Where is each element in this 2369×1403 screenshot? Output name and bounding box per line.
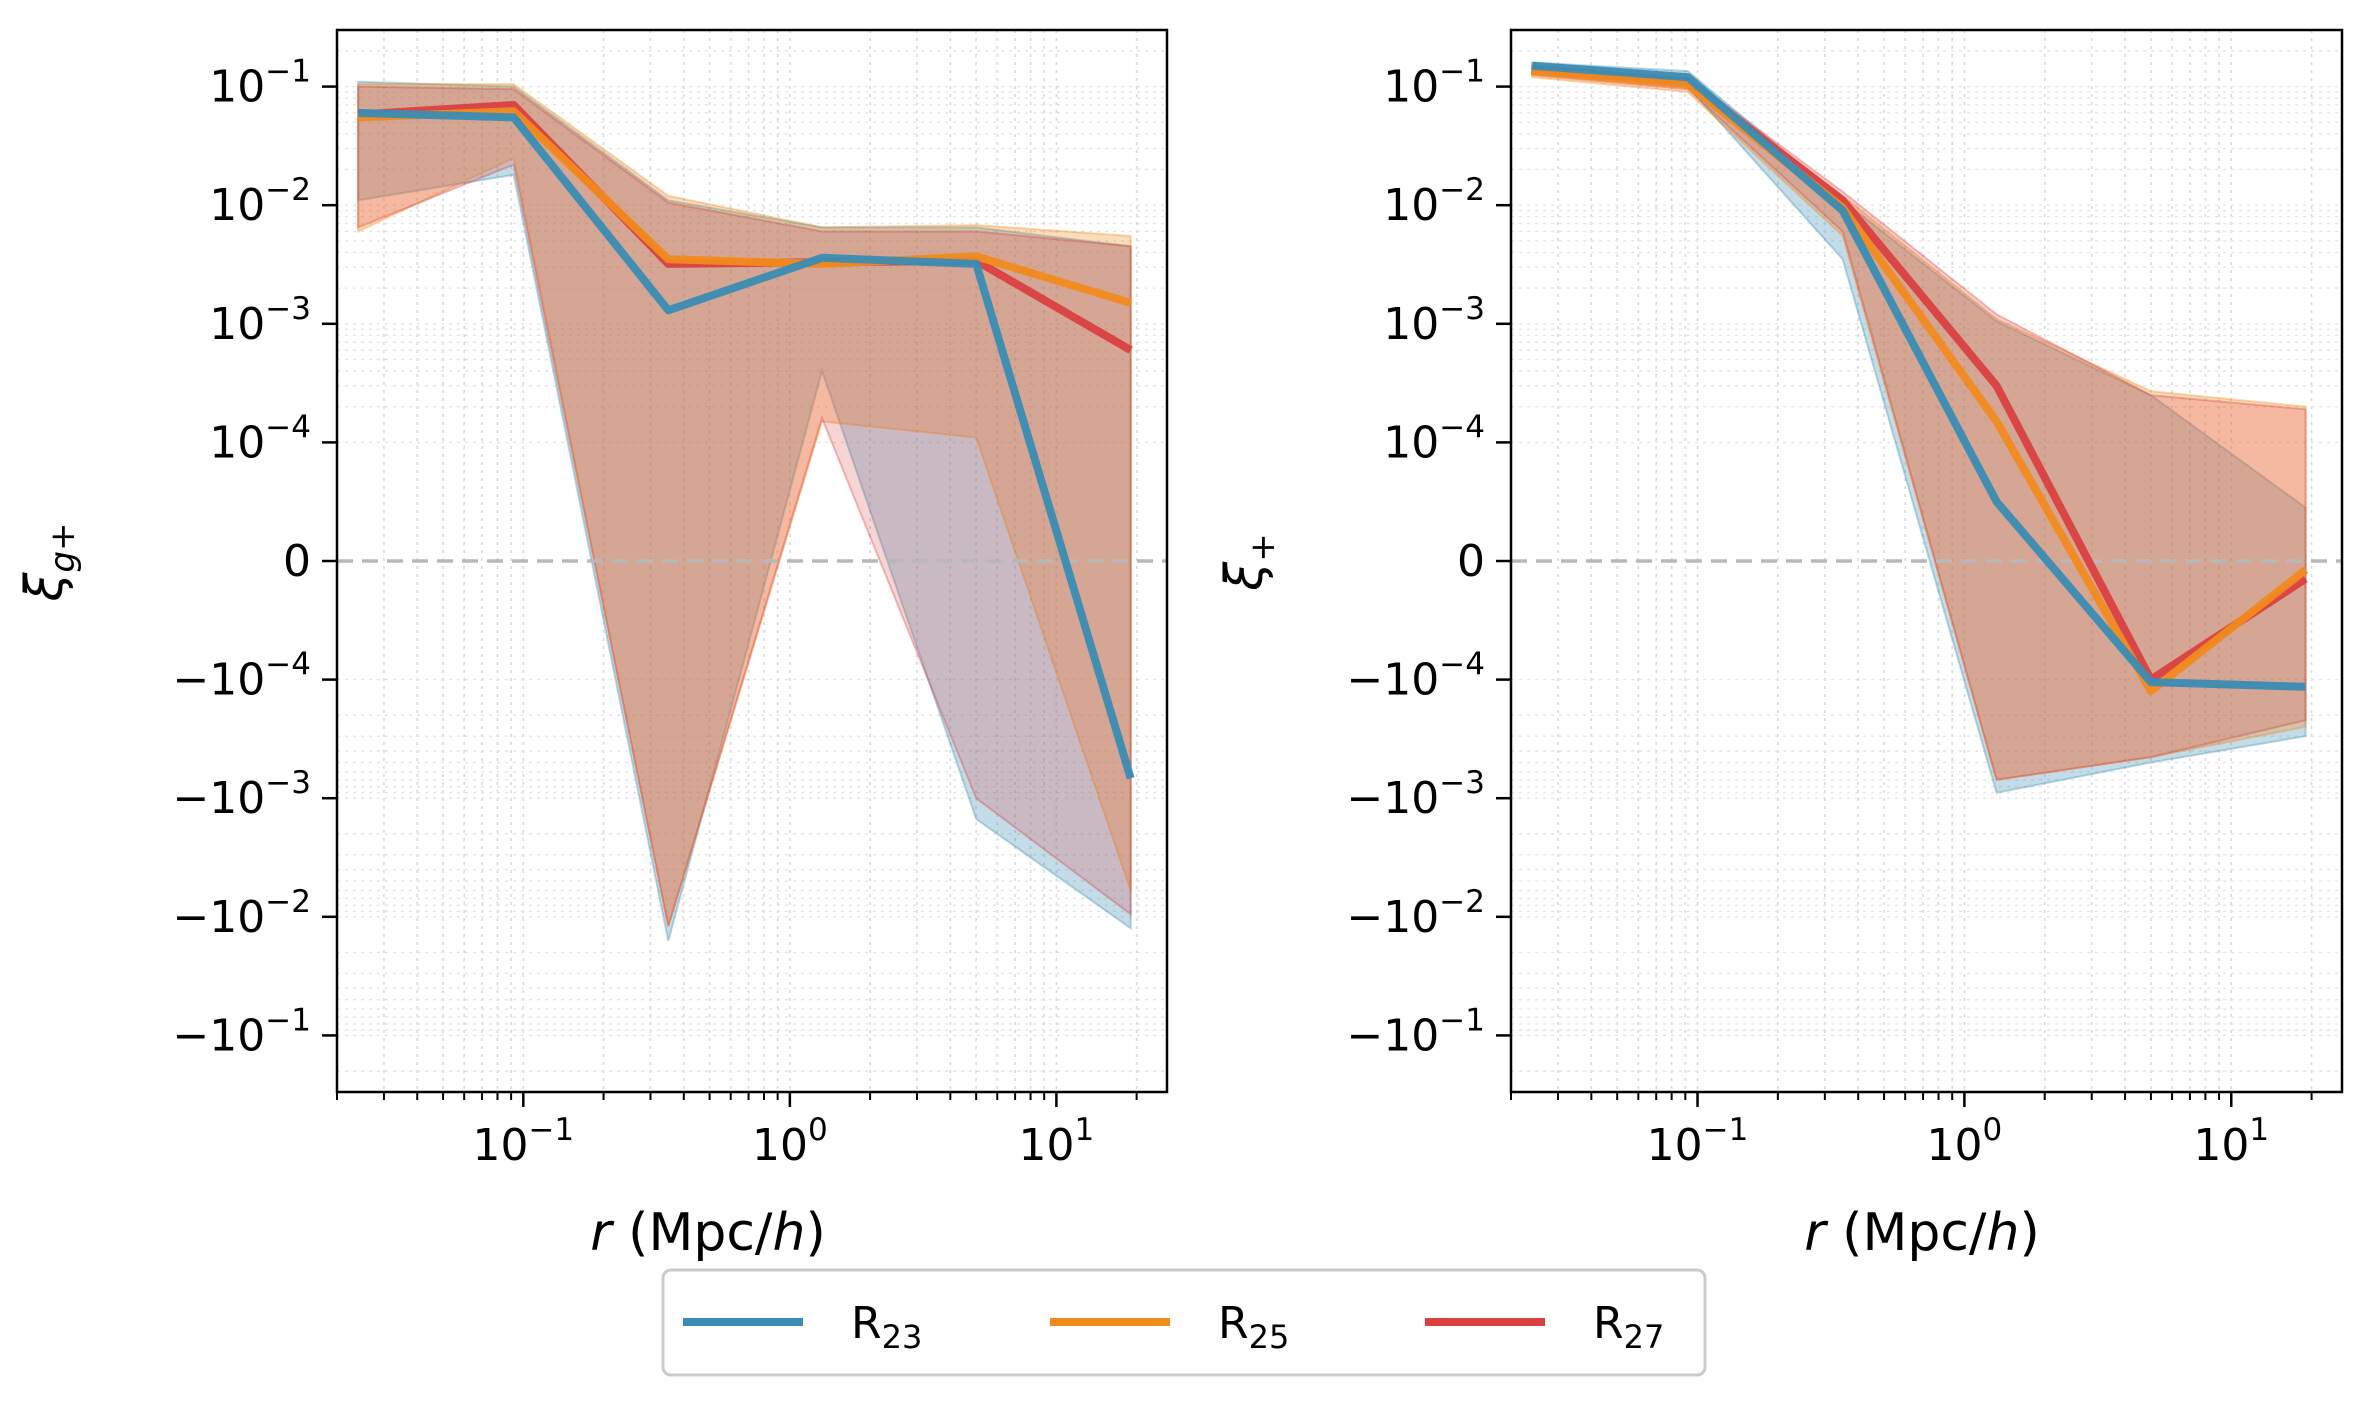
left-panel: 10−1 100 101 10−1 10−2 10−3 10−4 0 −10−4 −10−3 −10… xyxy=(172,28,1169,1171)
left-y-tick-label: −10−2 xyxy=(172,884,311,943)
left-line-R25 xyxy=(357,107,1132,307)
right-y-tick-label: −10−2 xyxy=(1346,884,1485,943)
left-y-tick-label: 10−4 xyxy=(209,409,311,468)
right-x-axis-label: r (Mpc/h) xyxy=(1804,1203,2039,1263)
left-y-tick-label: −10−4 xyxy=(172,647,311,706)
left-bands xyxy=(357,80,1132,942)
right-x-tick-label: 100 xyxy=(1927,1112,2003,1171)
right-y-tick-label: −10−1 xyxy=(1346,1002,1485,1061)
right-y-tick-label: 10−2 xyxy=(1383,172,1485,231)
right-y-tick-label: −10−3 xyxy=(1346,765,1485,824)
left-y-axis-label: ξg+ xyxy=(15,522,83,602)
left-y-tick-label: 10−2 xyxy=(209,172,311,231)
right-x-tick-label: 101 xyxy=(2193,1112,2269,1171)
right-y-tick-label: 10−3 xyxy=(1383,291,1485,350)
right-x-tick-label: 10−1 xyxy=(1647,1112,1749,1171)
legend-label-R25: R25 xyxy=(1218,1298,1289,1356)
legend-label-R23: R23 xyxy=(851,1298,922,1356)
right-panel: 10−1 100 101 10−1 10−2 10−3 10−4 0 −10−4 −10−3 −10… xyxy=(1346,28,2344,1171)
legend-label-R27: R27 xyxy=(1593,1298,1664,1356)
left-band-R27 xyxy=(357,85,1132,927)
left-y-tick-label: −10−3 xyxy=(172,765,311,824)
right-band-R27 xyxy=(1531,64,2307,781)
left-line-R23 xyxy=(357,108,1135,780)
left-band-R23 xyxy=(357,80,1132,942)
left-x-tick-label: 10−1 xyxy=(472,1112,574,1171)
left-y-tick-label: 10−3 xyxy=(209,291,311,350)
legend: R23 R25 R27 xyxy=(661,1268,1707,1377)
left-series-lines xyxy=(357,101,1135,780)
right-y-tick-label: 10−1 xyxy=(1383,54,1485,113)
left-x-tick-label: 100 xyxy=(752,1112,828,1171)
left-x-tick-label: 101 xyxy=(1019,1112,1095,1171)
right-line-R25 xyxy=(1531,67,2309,696)
left-y-tick-label: 10−1 xyxy=(209,54,311,113)
right-y-tick-label: 0 xyxy=(1457,536,1485,587)
right-y-tick-label: 10−4 xyxy=(1383,409,1485,468)
right-line-R23 xyxy=(1531,61,2306,691)
left-band-R25 xyxy=(357,83,1132,927)
right-y-axis-label: ξ+ xyxy=(1215,533,1283,592)
right-y-tick-label: −10−4 xyxy=(1346,647,1485,706)
left-y-tick-label: −10−1 xyxy=(172,1002,311,1061)
legend-frame xyxy=(661,1268,1707,1377)
left-y-tick-label: 0 xyxy=(283,536,311,587)
left-x-axis-label: r (Mpc/h) xyxy=(590,1203,825,1263)
right-series-lines xyxy=(1531,61,2309,696)
